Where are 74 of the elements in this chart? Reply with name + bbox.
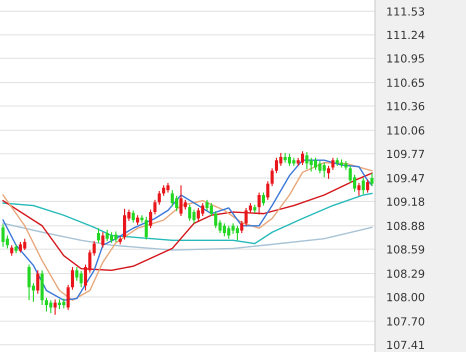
candlestick — [179, 184, 183, 217]
y-tick-label: 108.59 — [387, 245, 424, 254]
candlestick — [214, 210, 218, 229]
line-series — [2, 192, 373, 244]
candlestick — [162, 184, 166, 196]
candlestick — [1, 224, 5, 248]
candlestick — [244, 207, 248, 226]
candlestick — [266, 180, 270, 200]
candlestick — [201, 202, 204, 217]
candlestick — [236, 225, 239, 241]
candlestick — [144, 216, 148, 240]
candlestick — [370, 172, 374, 187]
candlestick — [362, 177, 365, 195]
candlestick — [322, 162, 326, 178]
candlestick — [310, 157, 313, 172]
candlestick — [366, 179, 370, 194]
y-tick-label: 108.00 — [387, 292, 424, 302]
y-tick-label: 109.47 — [387, 174, 424, 182]
candlestick — [300, 150, 304, 166]
line-series — [2, 222, 373, 251]
candlestick — [106, 229, 109, 242]
candlestick — [210, 202, 213, 217]
y-tick-label: 107.70 — [387, 317, 424, 326]
candlestick — [270, 168, 274, 187]
candlestick — [149, 209, 152, 229]
candlestick — [136, 214, 140, 226]
candlestick — [58, 298, 62, 310]
y-tick-label: 107.41 — [387, 340, 424, 350]
candlestick — [205, 199, 209, 211]
y-tick-label: 108.88 — [387, 222, 424, 230]
candlestick — [49, 300, 52, 314]
candlestick — [258, 192, 261, 215]
candlestick — [227, 225, 230, 240]
candlestick — [44, 297, 48, 312]
candlestick — [110, 232, 114, 244]
y-tick-label: 109.18 — [387, 197, 424, 206]
candlestick — [132, 210, 135, 224]
candlestick — [54, 298, 57, 316]
candlestick — [153, 199, 157, 215]
candlestick — [279, 152, 282, 166]
candlestick — [192, 209, 196, 224]
y-tick-label: 110.06 — [387, 126, 424, 135]
candlestick — [158, 190, 161, 206]
candlestick — [288, 153, 292, 166]
candlestick — [262, 192, 266, 206]
candlestick — [36, 270, 40, 294]
candlestick — [70, 266, 74, 290]
candlestick — [10, 244, 14, 256]
candlestick — [331, 157, 334, 170]
candlestick — [62, 298, 66, 309]
candlestick — [101, 232, 104, 248]
candlestick — [170, 190, 174, 207]
candlestick — [23, 238, 26, 251]
candlestick — [28, 264, 31, 301]
candlestick — [314, 157, 318, 170]
candlestick — [240, 220, 244, 234]
y-tick-label: 110.36 — [387, 102, 424, 110]
y-tick-label: 111.24 — [387, 30, 424, 40]
y-tick-label: 110.95 — [387, 54, 424, 63]
candlestick — [96, 228, 100, 244]
candlestick — [188, 204, 192, 222]
y-tick-label: 108.29 — [387, 269, 424, 278]
candlestick — [274, 157, 278, 174]
line-series — [2, 172, 373, 271]
candlestick — [248, 202, 252, 214]
y-tick-label: 111.53 — [387, 7, 424, 16]
candlestick — [75, 266, 78, 282]
candlestick — [284, 152, 287, 164]
candlestick — [123, 208, 126, 240]
candlestick — [66, 284, 70, 310]
y-tick-label: 109.77 — [387, 150, 424, 158]
candlestick — [80, 270, 83, 288]
y-tick-label: 110.65 — [387, 78, 424, 87]
candlestick — [114, 230, 118, 243]
